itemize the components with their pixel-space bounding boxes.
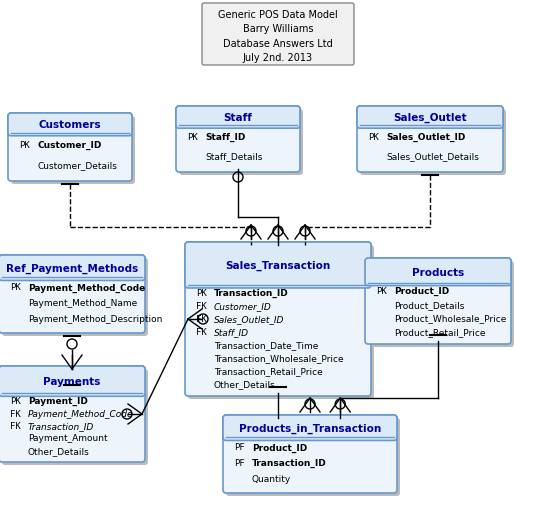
FancyBboxPatch shape	[176, 107, 300, 129]
Text: Sales_Outlet_Details: Sales_Outlet_Details	[386, 152, 479, 161]
Text: Ref_Payment_Methods: Ref_Payment_Methods	[6, 263, 138, 273]
Text: PK: PK	[187, 133, 198, 142]
Text: PK: PK	[368, 133, 379, 142]
Text: July 2nd. 2013: July 2nd. 2013	[243, 53, 313, 63]
Text: Other_Details: Other_Details	[28, 446, 90, 455]
FancyBboxPatch shape	[185, 242, 371, 288]
Text: Sales_Transaction: Sales_Transaction	[225, 261, 331, 271]
FancyBboxPatch shape	[368, 262, 514, 347]
Text: Products_in_Transaction: Products_in_Transaction	[239, 423, 381, 433]
Text: Staff_ID: Staff_ID	[205, 133, 245, 142]
Text: Other_Details: Other_Details	[214, 380, 276, 389]
FancyBboxPatch shape	[0, 366, 145, 396]
FancyBboxPatch shape	[179, 110, 303, 176]
Text: Product_Details: Product_Details	[394, 300, 464, 309]
FancyBboxPatch shape	[223, 415, 397, 440]
Text: FK: FK	[196, 301, 207, 311]
Text: Customers: Customers	[39, 120, 101, 130]
FancyBboxPatch shape	[8, 114, 132, 182]
Text: Generic POS Data Model: Generic POS Data Model	[218, 10, 338, 20]
Text: Transaction_ID: Transaction_ID	[28, 421, 95, 430]
FancyBboxPatch shape	[0, 256, 145, 281]
Text: Transaction_Date_Time: Transaction_Date_Time	[214, 341, 319, 349]
Text: Database Answers Ltd: Database Answers Ltd	[223, 38, 333, 48]
Text: PF: PF	[234, 459, 245, 468]
Text: Payment_Amount: Payment_Amount	[28, 434, 108, 442]
Text: Staff_Details: Staff_Details	[205, 152, 262, 161]
FancyBboxPatch shape	[365, 259, 511, 286]
FancyBboxPatch shape	[185, 242, 371, 396]
FancyBboxPatch shape	[11, 117, 135, 185]
Text: Transaction_Retail_Price: Transaction_Retail_Price	[214, 367, 322, 376]
FancyBboxPatch shape	[223, 415, 397, 493]
Text: Sales_Outlet: Sales_Outlet	[393, 113, 467, 123]
FancyBboxPatch shape	[357, 107, 503, 129]
Text: Transaction_Wholesale_Price: Transaction_Wholesale_Price	[214, 354, 344, 363]
FancyBboxPatch shape	[2, 259, 148, 336]
FancyBboxPatch shape	[176, 107, 300, 173]
Text: Product_ID: Product_ID	[394, 287, 449, 296]
Text: FK: FK	[10, 421, 21, 430]
Text: Payment_Method_Name: Payment_Method_Name	[28, 299, 137, 308]
Text: Quantity: Quantity	[252, 474, 291, 483]
FancyBboxPatch shape	[365, 259, 511, 344]
Text: FK: FK	[196, 315, 207, 324]
Text: Barry Williams: Barry Williams	[243, 24, 313, 34]
Text: Payment_Method_Code: Payment_Method_Code	[28, 409, 133, 418]
Text: Transaction_ID: Transaction_ID	[252, 459, 327, 468]
Text: Product_Wholesale_Price: Product_Wholesale_Price	[394, 314, 507, 323]
FancyBboxPatch shape	[360, 110, 506, 176]
Text: PF: PF	[234, 442, 245, 451]
FancyBboxPatch shape	[357, 107, 503, 173]
Text: Payments: Payments	[43, 376, 101, 386]
Text: Sales_Outlet_ID: Sales_Outlet_ID	[386, 133, 465, 142]
Text: PK: PK	[376, 287, 387, 295]
Text: FK: FK	[196, 328, 207, 337]
Text: PK: PK	[10, 396, 21, 406]
Text: Customer_ID: Customer_ID	[37, 141, 101, 150]
Text: Product_ID: Product_ID	[252, 442, 307, 451]
Text: PK: PK	[10, 283, 21, 292]
Text: Products: Products	[412, 267, 464, 277]
Text: Sales_Outlet_ID: Sales_Outlet_ID	[214, 315, 284, 324]
Text: Staff: Staff	[224, 113, 252, 123]
Text: Customer_Details: Customer_Details	[37, 161, 117, 169]
FancyBboxPatch shape	[2, 369, 148, 465]
FancyBboxPatch shape	[0, 366, 145, 462]
FancyBboxPatch shape	[8, 114, 132, 136]
FancyBboxPatch shape	[226, 418, 400, 496]
Text: PK: PK	[19, 141, 30, 150]
Text: Payment_Method_Description: Payment_Method_Description	[28, 315, 162, 324]
Text: PK: PK	[196, 289, 207, 297]
Text: Product_Retail_Price: Product_Retail_Price	[394, 327, 485, 336]
Text: Payment_ID: Payment_ID	[28, 396, 88, 406]
Text: FK: FK	[10, 409, 21, 418]
Text: Transaction_ID: Transaction_ID	[214, 289, 289, 298]
FancyBboxPatch shape	[188, 245, 374, 399]
Text: Staff_ID: Staff_ID	[214, 328, 249, 337]
FancyBboxPatch shape	[202, 4, 354, 66]
Text: Payment_Method_Code: Payment_Method_Code	[28, 283, 145, 292]
FancyBboxPatch shape	[0, 256, 145, 333]
Text: Customer_ID: Customer_ID	[214, 301, 272, 311]
